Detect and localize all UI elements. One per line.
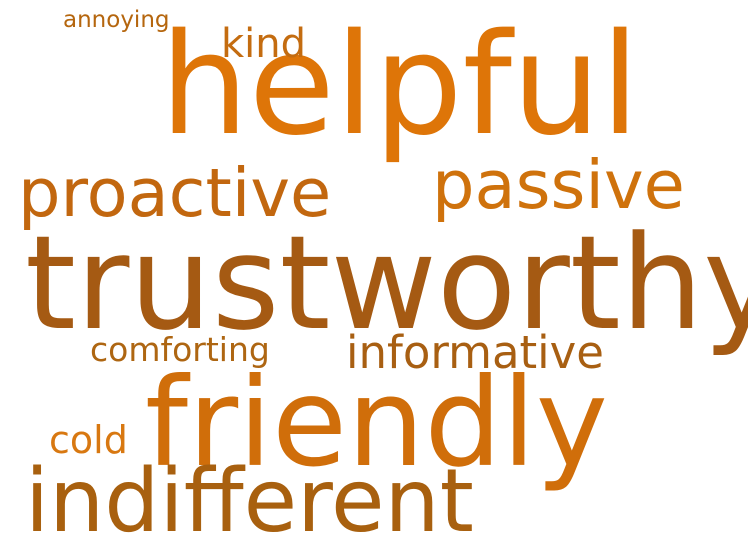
- word-trustworthy: trustworthy: [25, 207, 748, 359]
- word-helpful: helpful: [160, 4, 640, 167]
- word-passive: passive: [432, 146, 685, 224]
- word-informative: informative: [346, 326, 604, 379]
- word-proactive: proactive: [18, 154, 332, 232]
- word-cold: cold: [49, 418, 128, 462]
- word-comforting: comforting: [90, 330, 270, 369]
- word-kind: kind: [221, 21, 307, 67]
- word-indifferent: indifferent: [25, 450, 474, 552]
- word-annoying: annoying: [63, 7, 170, 33]
- word-friendly: friendly: [145, 352, 608, 494]
